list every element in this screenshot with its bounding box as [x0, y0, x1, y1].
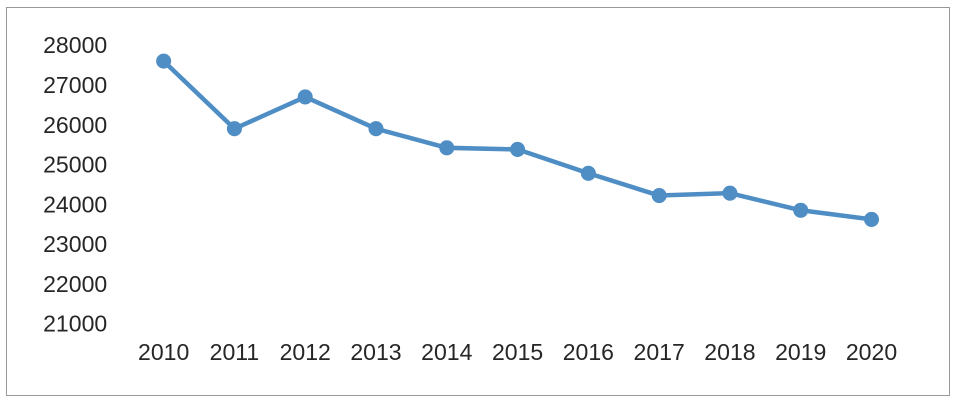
data-point-marker — [439, 140, 455, 156]
x-axis-tick-label: 2019 — [775, 339, 826, 365]
data-point-marker — [580, 165, 596, 181]
y-axis-tick-label: 26000 — [43, 112, 107, 138]
x-axis-tick-label: 2020 — [846, 339, 897, 365]
plot-background — [7, 8, 949, 395]
x-axis-tick-label: 2015 — [492, 339, 543, 365]
x-axis-tick-label: 2016 — [563, 339, 614, 365]
y-axis-tick-label: 28000 — [43, 32, 107, 58]
data-point-marker — [864, 211, 880, 227]
x-axis-tick-label: 2010 — [138, 339, 189, 365]
y-axis-tick-label: 21000 — [43, 311, 107, 337]
x-axis-tick-label: 2013 — [350, 339, 401, 365]
x-axis-tick-label: 2017 — [634, 339, 685, 365]
x-axis-tick-label: 2014 — [421, 339, 472, 365]
data-point-marker — [368, 121, 384, 137]
x-axis-tick-label: 2011 — [210, 339, 260, 365]
data-point-marker — [510, 141, 526, 157]
y-axis-tick-label: 25000 — [43, 152, 107, 178]
y-axis-tick-label: 22000 — [43, 271, 107, 297]
y-axis-tick-label: 27000 — [43, 72, 107, 98]
data-point-marker — [651, 188, 667, 204]
y-axis-tick-label: 23000 — [43, 231, 107, 257]
chart-frame: 21000 22000 23000 24000 25000 26000 27000 28000… — [6, 7, 950, 396]
data-point-marker — [156, 53, 172, 69]
y-axis-tick-label: 24000 — [43, 191, 107, 217]
data-point-marker — [226, 121, 242, 137]
line-chart: 21000 22000 23000 24000 25000 26000 27000 28000… — [7, 8, 949, 395]
data-point-marker — [722, 185, 738, 201]
x-axis-tick-label: 2018 — [704, 339, 755, 365]
data-point-marker — [297, 89, 313, 105]
x-axis-tick-label: 2012 — [280, 339, 331, 365]
data-point-marker — [793, 202, 809, 218]
